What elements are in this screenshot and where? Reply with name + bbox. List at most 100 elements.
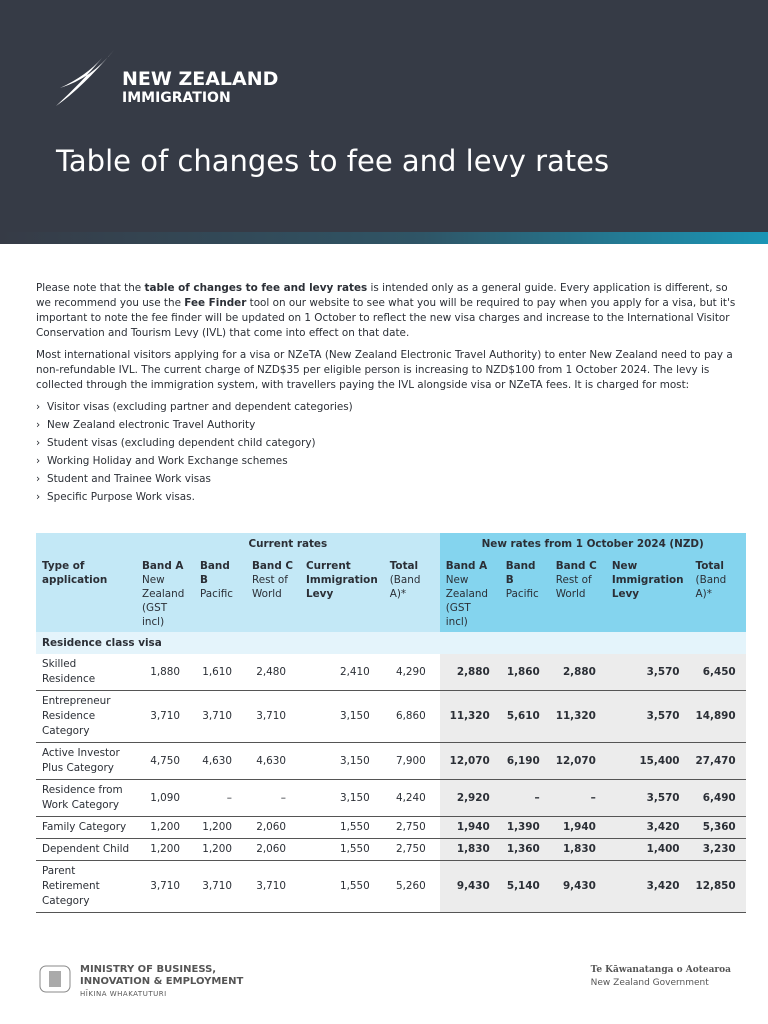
cell: 1,200	[136, 838, 194, 861]
cell: 12,070	[549, 742, 606, 780]
cell: 3,710	[246, 690, 300, 743]
ministry-line: INNOVATION & EMPLOYMENT	[80, 976, 244, 987]
column-header: Band C Rest of World	[246, 555, 300, 632]
header-strip	[0, 232, 768, 244]
cell: 3,420	[605, 816, 690, 839]
ministry-line: MINISTRY OF BUSINESS,	[80, 964, 217, 975]
cell: 4,750	[136, 742, 194, 780]
paragraph: Most international visitors applying for…	[36, 348, 736, 393]
cell: 1,550	[300, 838, 384, 861]
column-row: Type of application Band A New Zealand (GS…	[36, 555, 746, 632]
group-header: Current rates	[136, 533, 440, 555]
group-row: Current rates New rates from 1 October 20…	[36, 533, 746, 555]
cell: 6,190	[499, 742, 550, 780]
cell: 1,550	[300, 860, 384, 913]
cell: 1,200	[136, 816, 194, 839]
cell: 2,880	[439, 654, 500, 691]
blank-cell	[36, 533, 136, 555]
bullet: Working Holiday and Work Exchange scheme…	[36, 454, 736, 472]
column-sub: Rest of World	[555, 574, 592, 600]
column-title: Band C	[252, 560, 294, 572]
header: NEW ZEALAND IMMIGRATION Table of changes …	[0, 0, 768, 232]
cell: –	[549, 779, 606, 817]
cell: 2,060	[246, 838, 300, 861]
cell: 3,150	[300, 779, 384, 817]
bullet: New Zealand electronic Travel Authority	[36, 418, 736, 436]
cell: 1,200	[194, 838, 246, 861]
table-row: Residence from Work Category 1,090– –3,150…	[36, 779, 746, 817]
column-title: Current Immigration Levy	[306, 560, 378, 600]
cell: –	[246, 779, 300, 817]
cell: 14,890	[689, 690, 746, 743]
cell: 9,430	[439, 860, 500, 913]
column-title: Band A	[445, 560, 488, 572]
bullet-list: Visitor visas (excluding partner and dep…	[36, 400, 736, 508]
cell: 1,550	[300, 816, 384, 839]
intro: Please note that the table of changes to…	[36, 281, 736, 508]
cell: 4,630	[246, 742, 300, 780]
column-sub: Rest of World	[252, 574, 288, 600]
cell: 2,060	[246, 816, 300, 839]
ministry-line: HĪKINA WHAKATUTURI	[80, 990, 167, 998]
cell: 1,830	[549, 838, 606, 861]
cell: 3,710	[194, 690, 246, 743]
cell: 3,710	[246, 860, 300, 913]
cell: 5,140	[499, 860, 550, 913]
cell: 3,420	[605, 860, 690, 913]
section-header: Residence class visa	[36, 632, 746, 654]
row-label: Skilled Residence	[36, 654, 136, 691]
cell: 3,150	[300, 690, 384, 743]
cell: 2,920	[439, 779, 500, 817]
cell: 2,750	[383, 816, 440, 839]
column-header: Band C Rest of World	[549, 555, 606, 632]
column-header: Type of application	[36, 555, 136, 632]
column-title: Band B	[505, 560, 536, 586]
cell: 4,290	[383, 654, 440, 691]
column-sub: (Band A)*	[695, 574, 727, 600]
cell: 2,750	[383, 838, 440, 861]
cell: 5,610	[499, 690, 550, 743]
column-sub: New Zealand (GST incl)	[445, 574, 489, 628]
cell: 3,710	[136, 860, 194, 913]
cell: 6,450	[689, 654, 746, 691]
fee-table: Current rates New rates from 1 October 20…	[36, 533, 746, 913]
page-title: Table of changes to fee and levy rates	[56, 144, 610, 178]
row-label: Family Category	[36, 816, 136, 839]
cell: 2,480	[246, 654, 300, 691]
table-row: Dependent Child 1,200 1,200 2,060 1,550 2,750…	[36, 838, 746, 861]
text: Most international visitors applying for…	[36, 349, 733, 391]
column-title: Band A	[142, 560, 184, 572]
government-line: Te Kāwanatanga o Aotearoa	[590, 965, 731, 975]
cell: 11,320	[439, 690, 500, 743]
cell: 1,200	[194, 816, 246, 839]
bold-text: Fee Finder	[184, 297, 247, 309]
cell: 12,850	[689, 860, 746, 913]
column-header: Band A New Zealand (GST incl)	[136, 555, 194, 632]
column-header: Total (Band A)*	[383, 555, 440, 632]
row-label: Entrepreneur Residence Category	[36, 690, 136, 743]
brand: NEW ZEALAND IMMIGRATION	[122, 70, 278, 108]
column-header: Band B Pacific	[194, 555, 246, 632]
cell: 27,470	[689, 742, 746, 780]
column-sub: Pacific	[505, 588, 539, 600]
bullet: Visitor visas (excluding partner and dep…	[36, 400, 736, 418]
column-header: Band B Pacific	[499, 555, 550, 632]
cell: 1,940	[439, 816, 500, 839]
cell: 1,860	[499, 654, 550, 691]
text: tool on our website to see what you will…	[36, 297, 736, 339]
row-label: Parent Retirement Category	[36, 860, 136, 913]
cell: 3,150	[300, 742, 384, 780]
bullet: Student visas (excluding dependent child…	[36, 436, 736, 454]
cell: 2,410	[300, 654, 384, 691]
column-title: Type of application	[42, 560, 108, 586]
bullet: Student and Trainee Work visas	[36, 472, 736, 490]
paragraph: Please note that the table of changes to…	[36, 281, 736, 341]
column-title: Band C	[555, 560, 597, 572]
cell: 3,710	[136, 690, 194, 743]
cell: 1,880	[136, 654, 194, 691]
group-header: New rates from 1 October 2024 (NZD)	[439, 533, 746, 555]
row-label: Dependent Child	[36, 838, 136, 861]
text: Please note that the	[36, 282, 145, 294]
cell: –	[499, 779, 550, 817]
